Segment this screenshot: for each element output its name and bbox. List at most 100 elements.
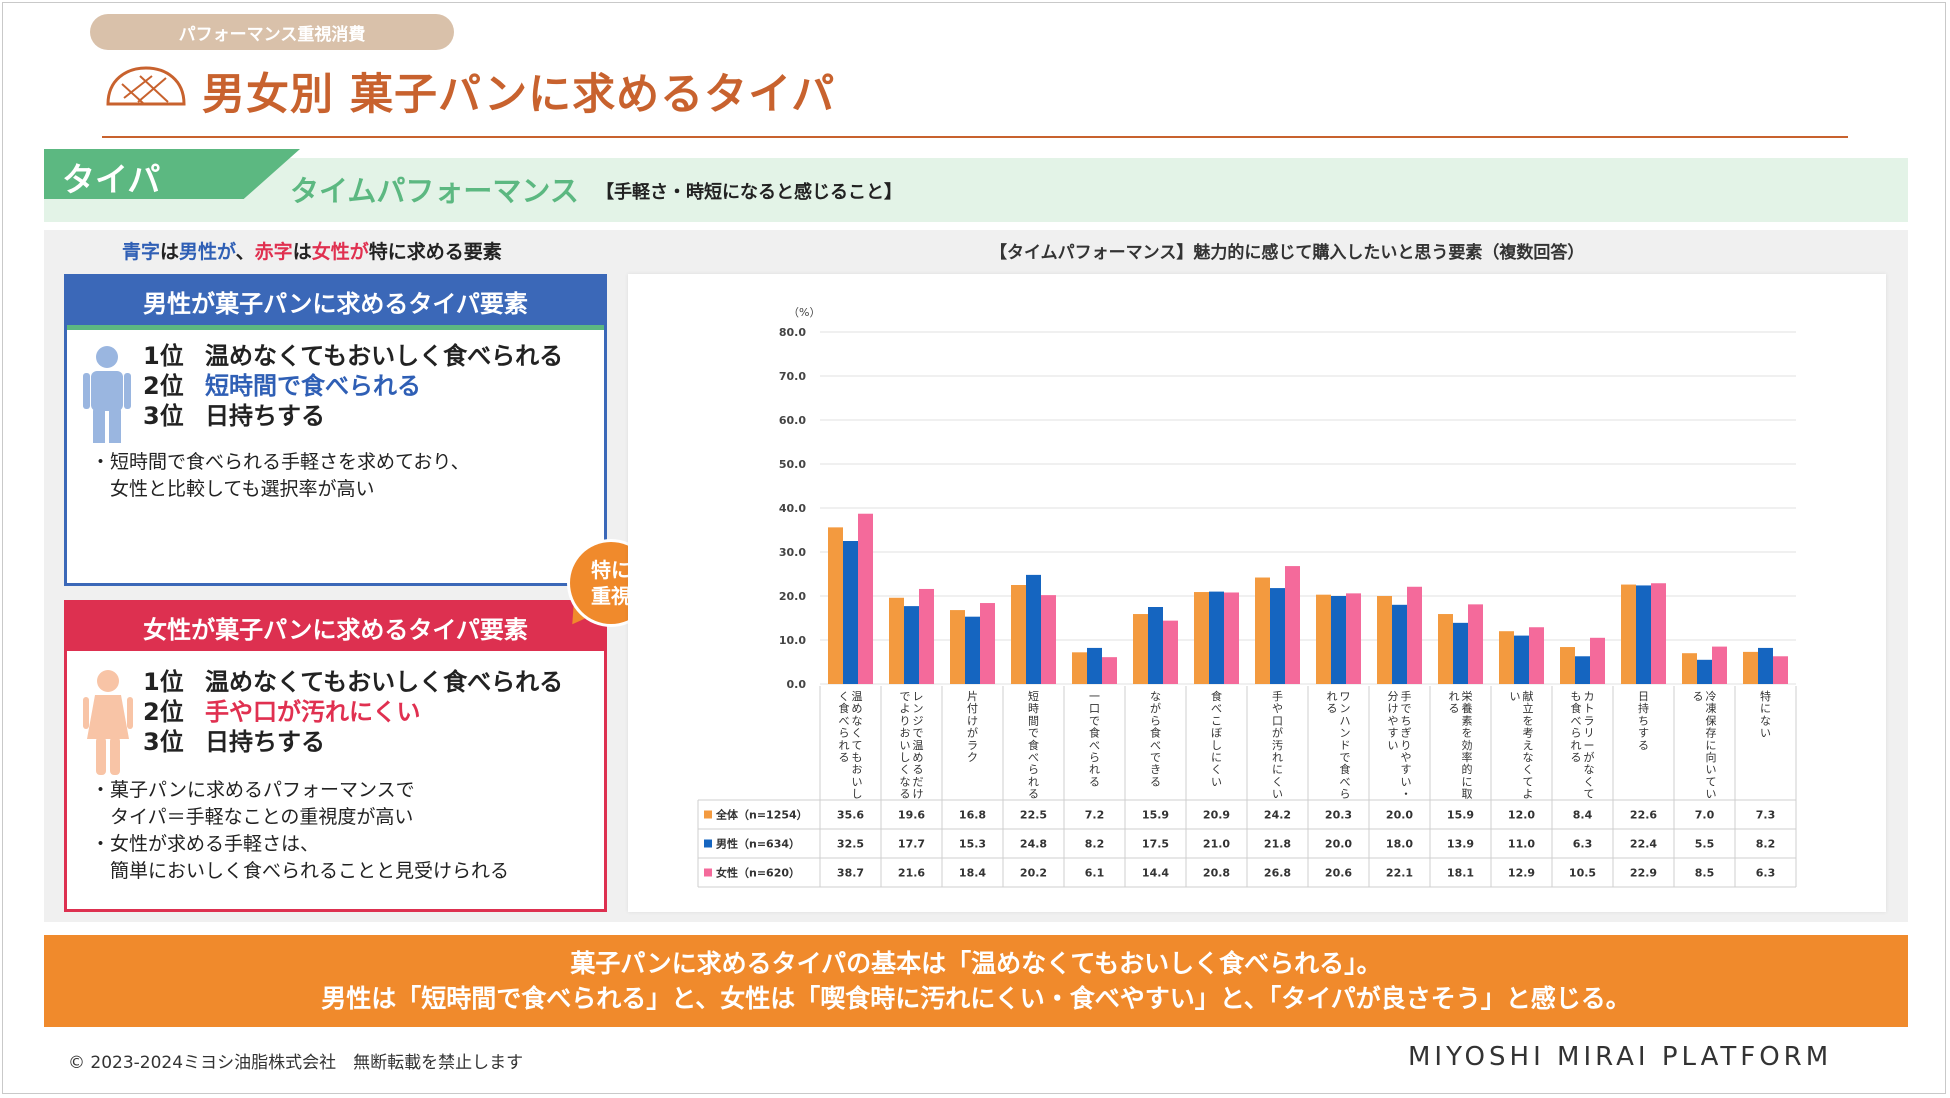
rank-number: 3位 [143,402,184,430]
bar [980,603,995,684]
x-category-label: 片付けがラク [967,690,978,764]
x-category-label: 献立を考えなくてよい [1510,689,1534,801]
summary-banner: 菓子パンに求めるタイパの基本は「温めなくてもおいしく食べられる」。 男性は「短時… [44,935,1908,1027]
bar [1331,596,1346,684]
data-label: 38.7 [837,867,864,880]
bar [1026,574,1041,684]
data-label: 20.9 [1203,809,1230,822]
section-note: 【手軽さ・時短になると感じること】 [596,182,902,203]
data-label: 20.0 [1386,809,1413,822]
x-category-label: レンジで温めるだけでよりおいしくなる [900,690,924,801]
bar [1163,620,1178,684]
data-label: 8.2 [1756,838,1776,851]
data-label: 13.9 [1447,838,1474,851]
y-tick-label: 70.0 [779,370,806,383]
bar [1438,614,1453,684]
rank-text-highlight: 手や口が汚れにくい [205,698,421,726]
note-line: 女性と比較しても選択率が高い [91,478,375,500]
legend-label: 女性（n=620） [716,866,800,880]
rank-text: 日持ちする [205,402,325,430]
bar [1011,585,1026,684]
title-divider [102,136,1848,138]
section-tag-label: タイパ [62,160,161,199]
rank-text: 温めなくてもおいしく食べられる [205,342,564,370]
data-label: 35.6 [837,809,864,822]
bar [950,610,965,684]
data-label: 18.4 [959,867,986,880]
y-tick-label: 30.0 [779,546,806,559]
bar [889,597,904,684]
bar [1392,604,1407,684]
rank-item: 1位 温めなくてもおいしく食べられる [143,341,563,371]
legend-male-word: 男性が [179,241,236,263]
note-line: タイパ＝手軽なことの重視度が高い [91,806,414,828]
bar [1682,653,1697,684]
bar [1072,652,1087,684]
section-tag: タイパ [44,149,300,199]
section-title: タイムパフォーマンス [290,174,579,208]
bubble-line: 特に [591,558,631,582]
summary-line: 菓子パンに求めるタイパの基本は「温めなくてもおいしく食べられる」。 [570,949,1382,978]
data-label: 20.8 [1203,867,1230,880]
category-pill: パフォーマンス重視消費 [90,14,454,50]
bar [843,541,858,684]
data-label: 7.0 [1695,809,1715,822]
bar [1087,647,1102,684]
data-label: 20.6 [1325,867,1352,880]
note-line: ・短時間で食べられる手軽さを求めており、 [91,451,470,473]
rank-text: 日持ちする [205,728,325,756]
y-tick-label: 20.0 [779,590,806,603]
summary-line: 男性は「短時間で食べられる」と、女性は「喫食時に汚れにくい・食べやすい」と、「タ… [321,984,1631,1013]
bar [1712,646,1727,684]
bar [1636,585,1651,684]
data-label: 20.3 [1325,809,1352,822]
data-label: 7.2 [1085,809,1105,822]
rank-item: 2位 短時間で食べられる [143,371,563,401]
rank-item: 3位 日持ちする [143,401,563,431]
page-title: 男女別 菓子パンに求めるタイパ [202,70,836,120]
legend-swatch [704,839,712,848]
data-label: 18.0 [1386,838,1413,851]
data-label: 7.3 [1756,809,1776,822]
rank-number: 1位 [143,342,184,370]
male-rank-list: 1位 温めなくてもおいしく食べられる 2位 短時間で食べられる 3位 日持ちする [143,341,563,431]
female-note-box: ・菓子パンに求めるパフォーマンスで タイパ＝手軽なことの重視度が高い ・女性が求… [77,775,594,899]
copyright-text: © 2023-2024ミヨシ油脂株式会社 無断転載を禁止します [68,1053,524,1073]
data-label: 22.5 [1020,809,1047,822]
brand-wordmark: MIYOSHI MIRAI PLATFORM [1408,1042,1833,1072]
x-category-label: 手でちぎりやすい・分けやすい [1388,689,1412,801]
data-label: 8.5 [1695,867,1715,880]
x-category-label: 日持ちする [1638,690,1649,752]
bar [1285,566,1300,684]
rank-item: 2位 手や口が汚れにくい [143,697,563,727]
data-label: 20.0 [1325,838,1352,851]
bar [1041,595,1056,684]
x-category-label: 一口で食べられる [1089,690,1100,788]
legend-female-word: 女性が [311,241,369,263]
bar-chart: （%） 0.0 10.0 20.0 30.0 40.0 50.0 60.0 70.0 80.0 温め… [697,306,1797,888]
male-person-icon [83,346,131,451]
y-tick-label: 40.0 [779,502,806,515]
bar [1529,627,1544,684]
data-label: 22.9 [1630,867,1657,880]
data-label: 18.1 [1447,867,1474,880]
y-tick-label: 10.0 [779,634,806,647]
bar [1102,657,1117,684]
bubble-line: 重視 [591,584,631,608]
bar [1621,584,1636,684]
bar [1209,591,1224,684]
x-category-label: 温めなくてもおいしく食べられる [839,690,863,801]
note-line: 簡単においしく食べられることと見受けられる [91,860,510,882]
x-category-label: 冷凍保存に向いている [1693,690,1717,801]
legend-swatch [704,810,712,819]
data-label: 15.3 [959,838,986,851]
data-label: 12.0 [1508,809,1535,822]
y-axis-unit: （%） [788,306,820,319]
legend-text: は [160,241,180,263]
rank-number: 3位 [143,728,184,756]
bar [965,616,980,684]
chart-card: （%） 0.0 10.0 20.0 30.0 40.0 50.0 60.0 70.0 80.0 温め… [628,274,1886,912]
bar [858,513,873,684]
bar [1560,647,1575,684]
bar [1590,637,1605,684]
